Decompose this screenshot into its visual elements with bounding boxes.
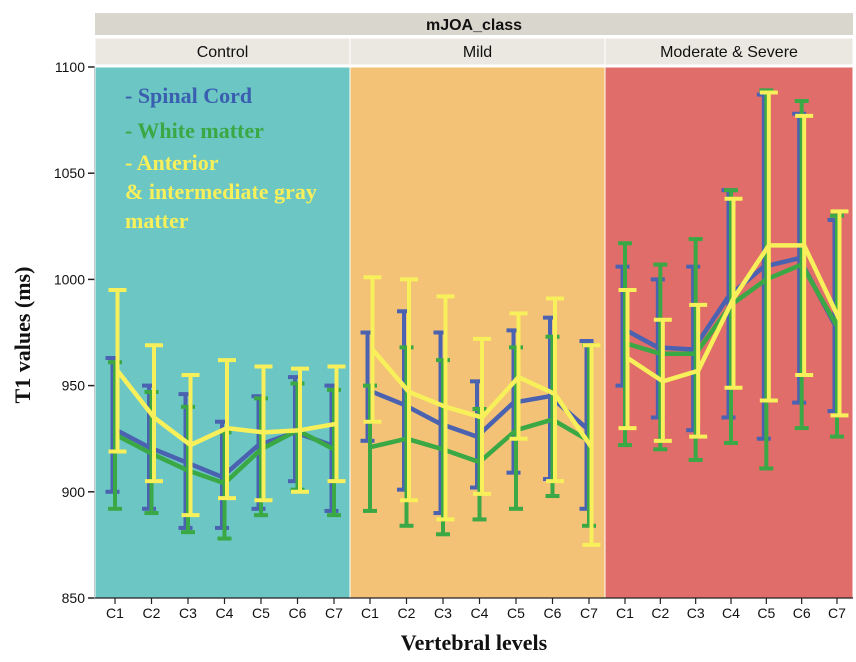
x-tick-label: C5 — [252, 605, 270, 621]
x-tick-label: C2 — [651, 605, 669, 621]
series-line — [370, 348, 594, 449]
x-tick-label: C7 — [580, 605, 598, 621]
y-tick-label: 900 — [62, 484, 86, 500]
series-line — [369, 417, 591, 465]
x-tick-label: C1 — [361, 605, 379, 621]
panel-title: Mild — [463, 44, 492, 61]
x-tick-label: C7 — [325, 605, 343, 621]
series-line — [366, 387, 588, 439]
y-tick-label: 1050 — [54, 165, 85, 181]
y-tick-label: 1100 — [55, 59, 85, 75]
legend-entry: matter — [125, 208, 189, 233]
y-tick-label: 950 — [62, 378, 86, 394]
x-tick-label: C5 — [757, 605, 775, 621]
legend-entry: - Anterior — [125, 150, 219, 175]
x-tick-label: C6 — [289, 605, 307, 621]
x-tick-label: C3 — [434, 605, 452, 621]
x-tick-label: C7 — [828, 605, 846, 621]
facet-header-strip — [95, 13, 853, 35]
x-tick-label: C4 — [722, 605, 740, 621]
x-tick-label: C4 — [216, 605, 234, 621]
x-tick-label: C3 — [179, 605, 197, 621]
plot-layer: 850 900 950 1000 1050 1100 Control C1 C2 C3 C4 C5 C6… — [54, 37, 854, 621]
y-axis-title: T1 values (ms) — [10, 267, 35, 404]
panel-title: Moderate & Severe — [660, 44, 798, 61]
y-tick-label: 1000 — [54, 271, 85, 287]
series-line — [621, 255, 837, 352]
y-tick-label: 850 — [62, 590, 86, 606]
x-tick-label: C5 — [507, 605, 525, 621]
legend-entry: - White matter — [125, 118, 264, 143]
x-tick-label: C4 — [471, 605, 489, 621]
panel-strip — [349, 37, 606, 66]
panel-strip — [94, 37, 351, 66]
x-tick-label: C1 — [106, 605, 124, 621]
x-tick-label: C6 — [544, 605, 562, 621]
facet-title: mJOA_class — [426, 17, 522, 34]
x-tick-label: C1 — [616, 605, 634, 621]
x-axis-title: Vertebral levels — [401, 630, 548, 655]
x-tick-label: C3 — [687, 605, 705, 621]
series-line — [626, 243, 842, 384]
legend-entry: - Spinal Cord — [125, 83, 252, 108]
x-tick-label: C6 — [793, 605, 811, 621]
panel-title: Control — [197, 44, 249, 61]
series-line — [115, 369, 337, 448]
x-tick-label: C2 — [398, 605, 416, 621]
panel-strip — [604, 37, 854, 66]
legend-entry: & intermediate gray — [125, 179, 317, 204]
x-tick-label: C2 — [143, 605, 161, 621]
